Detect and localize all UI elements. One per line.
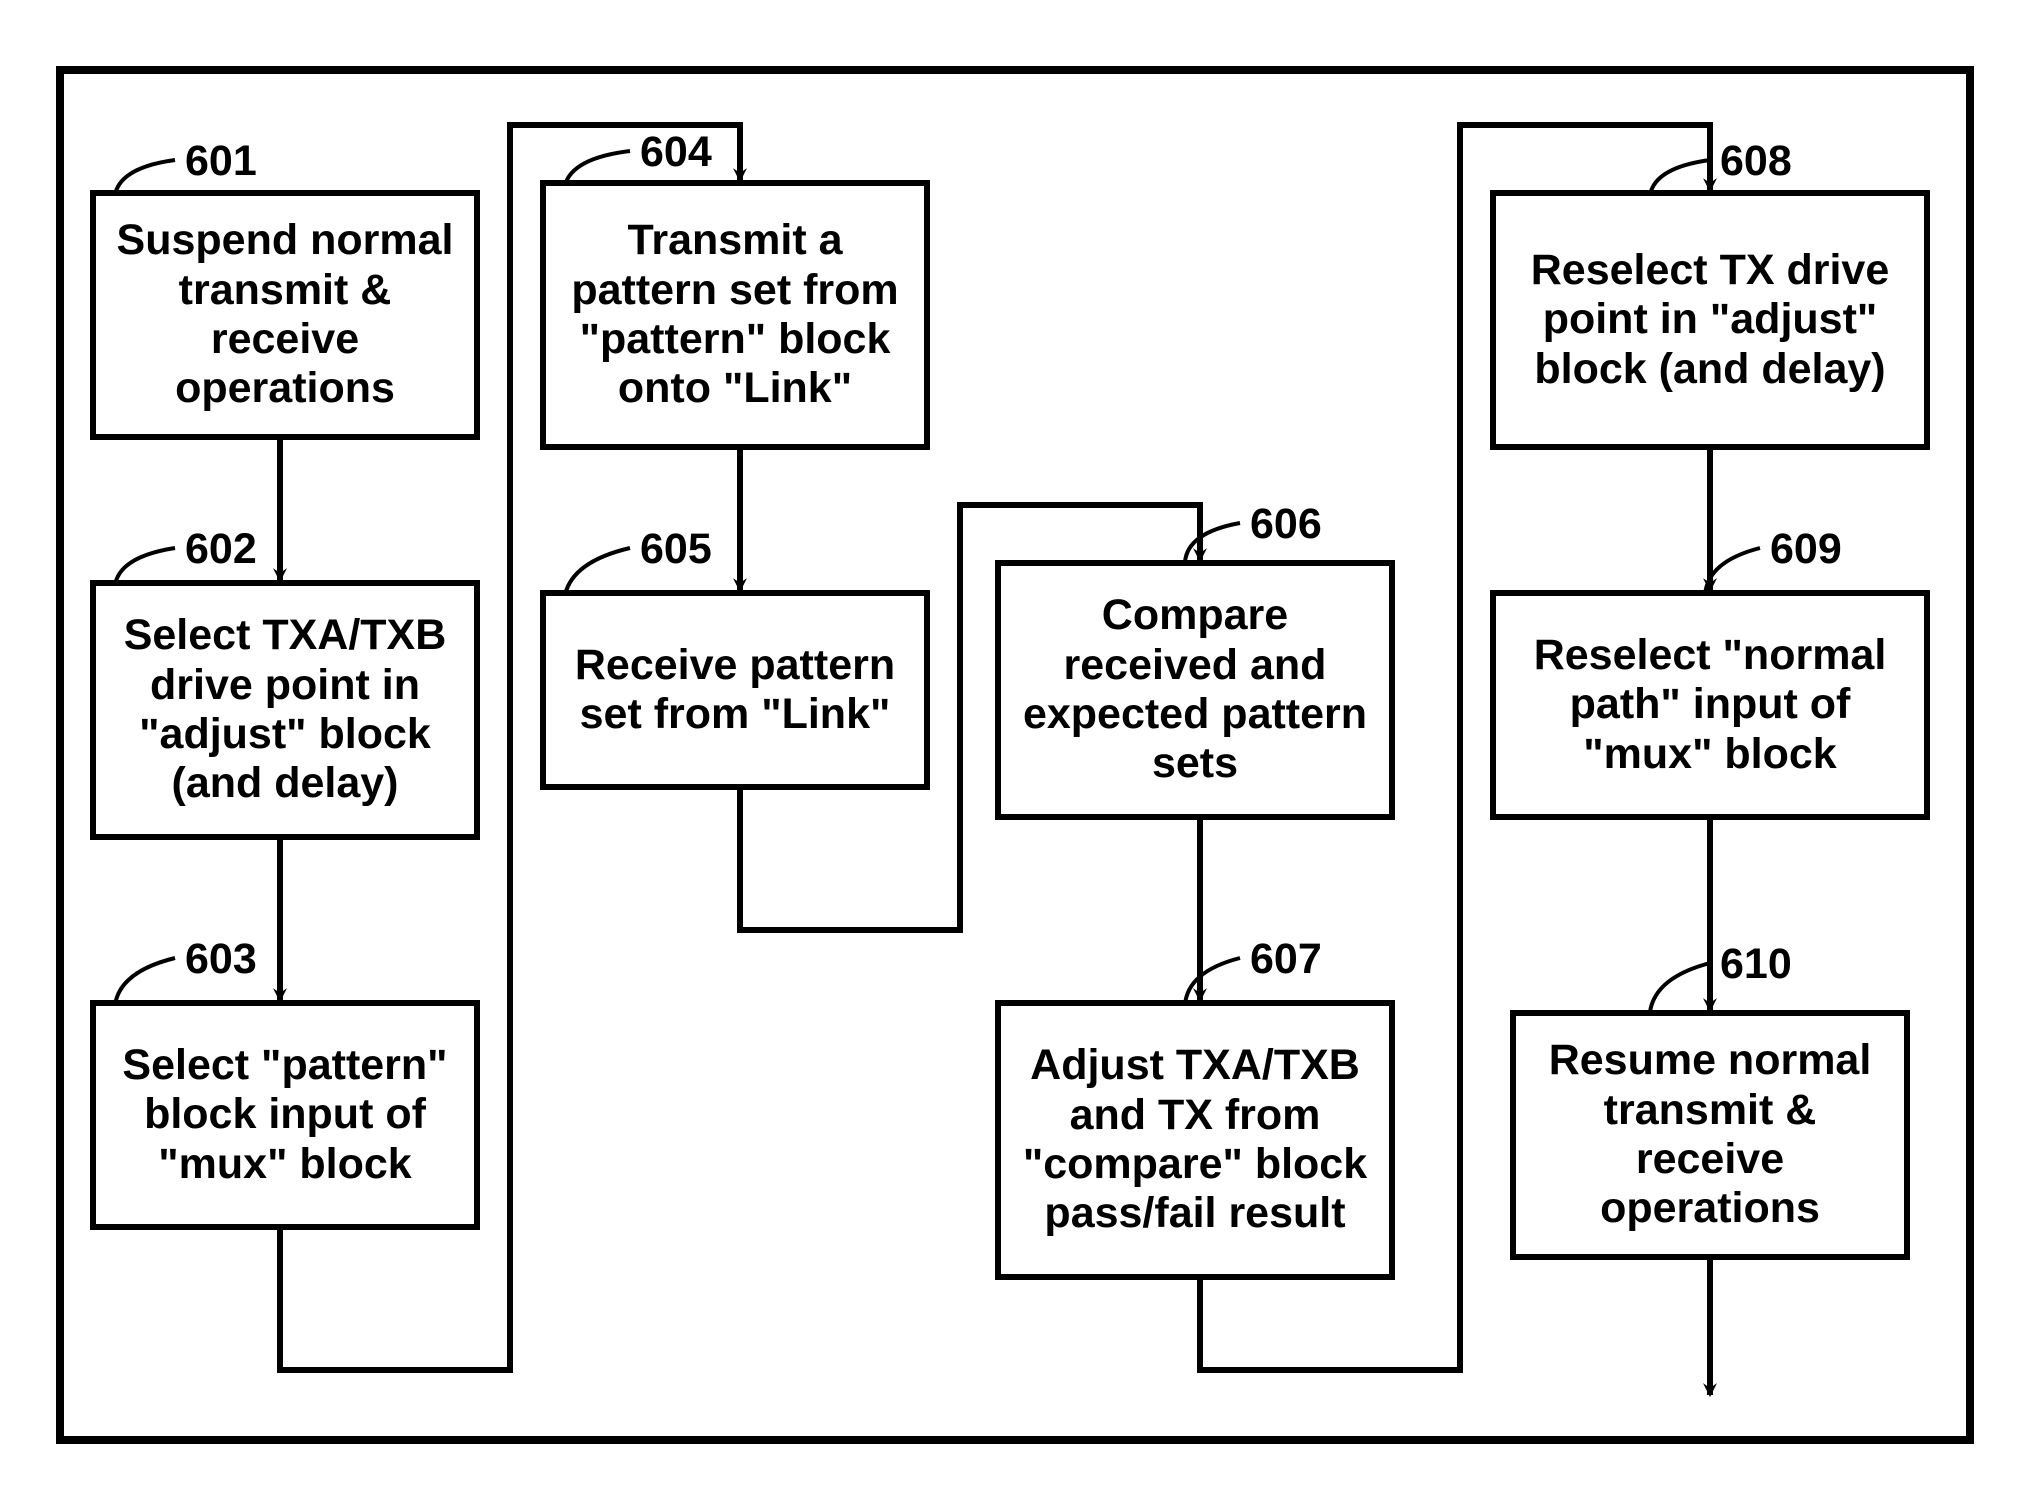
flow-node-n608: Reselect TX drive point in "adjust" bloc…	[1490, 190, 1930, 450]
flow-node-text: Select "pattern" block input of "mux" bl…	[112, 1041, 458, 1189]
node-number-label: 606	[1250, 500, 1322, 549]
flow-node-n605: Receive pattern set from "Link"	[540, 590, 930, 790]
flow-node-text: Suspend normal transmit & receive operat…	[112, 216, 458, 414]
node-number-label: 605	[640, 525, 712, 574]
flowchart-canvas: Suspend normal transmit & receive operat…	[0, 0, 2033, 1511]
flow-node-text: Reselect "normal path" input of "mux" bl…	[1512, 631, 1908, 779]
node-number-label: 609	[1770, 525, 1842, 574]
flow-node-text: Receive pattern set from "Link"	[562, 641, 908, 740]
flow-node-n604: Transmit a pattern set from "pattern" bl…	[540, 180, 930, 450]
flow-node-text: Transmit a pattern set from "pattern" bl…	[562, 216, 908, 414]
flow-node-n610: Resume normal transmit & receive operati…	[1510, 1010, 1910, 1260]
flow-node-n609: Reselect "normal path" input of "mux" bl…	[1490, 590, 1930, 820]
node-number-label: 603	[185, 935, 257, 984]
flow-node-n607: Adjust TXA/TXB and TX from "compare" blo…	[995, 1000, 1395, 1280]
node-number-label: 604	[640, 128, 712, 177]
flow-node-n601: Suspend normal transmit & receive operat…	[90, 190, 480, 440]
node-number-label: 602	[185, 525, 257, 574]
flow-node-text: Compare received and expected pattern se…	[1017, 591, 1373, 789]
flow-node-text: Select TXA/TXB drive point in "adjust" b…	[112, 611, 458, 809]
flow-node-n603: Select "pattern" block input of "mux" bl…	[90, 1000, 480, 1230]
flow-node-n606: Compare received and expected pattern se…	[995, 560, 1395, 820]
flow-node-n602: Select TXA/TXB drive point in "adjust" b…	[90, 580, 480, 840]
node-number-label: 610	[1720, 940, 1792, 989]
node-number-label: 601	[185, 137, 257, 186]
flow-node-text: Adjust TXA/TXB and TX from "compare" blo…	[1017, 1041, 1373, 1239]
node-number-label: 607	[1250, 935, 1322, 984]
flow-node-text: Reselect TX drive point in "adjust" bloc…	[1512, 246, 1908, 394]
flow-node-text: Resume normal transmit & receive operati…	[1532, 1036, 1888, 1234]
node-number-label: 608	[1720, 137, 1792, 186]
